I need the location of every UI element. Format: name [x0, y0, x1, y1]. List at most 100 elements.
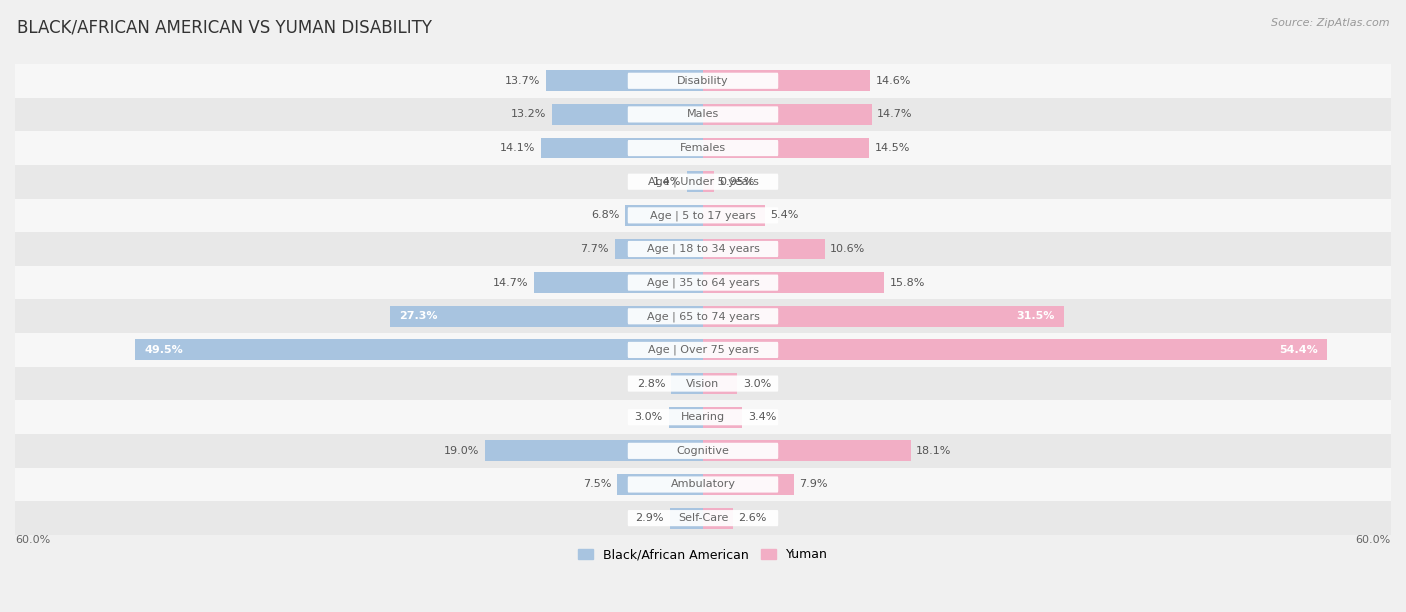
Text: Age | Under 5 years: Age | Under 5 years — [648, 176, 758, 187]
Bar — [15, 434, 1391, 468]
Bar — [15, 64, 1391, 97]
Text: 7.9%: 7.9% — [800, 479, 828, 490]
Text: Hearing: Hearing — [681, 412, 725, 422]
Bar — [15, 97, 1391, 131]
FancyBboxPatch shape — [627, 510, 779, 526]
Bar — [541, 138, 703, 159]
Text: 13.7%: 13.7% — [505, 76, 540, 86]
Text: 60.0%: 60.0% — [1355, 535, 1391, 545]
Text: 1.4%: 1.4% — [652, 177, 682, 187]
Bar — [617, 474, 703, 495]
Bar — [15, 367, 1391, 400]
Text: Males: Males — [688, 110, 718, 119]
Bar — [688, 171, 703, 192]
Text: 54.4%: 54.4% — [1279, 345, 1317, 355]
Text: Females: Females — [681, 143, 725, 153]
Text: 2.6%: 2.6% — [738, 513, 766, 523]
Text: Age | 5 to 17 years: Age | 5 to 17 years — [650, 210, 756, 220]
Bar — [703, 373, 737, 394]
Legend: Black/African American, Yuman: Black/African American, Yuman — [572, 543, 834, 566]
Text: 31.5%: 31.5% — [1017, 312, 1054, 321]
Bar — [703, 407, 742, 428]
Bar — [703, 205, 765, 226]
Text: BLACK/AFRICAN AMERICAN VS YUMAN DISABILITY: BLACK/AFRICAN AMERICAN VS YUMAN DISABILI… — [17, 18, 432, 36]
Bar — [703, 306, 1064, 327]
FancyBboxPatch shape — [627, 73, 779, 89]
Text: 14.7%: 14.7% — [877, 110, 912, 119]
Text: Age | 18 to 34 years: Age | 18 to 34 years — [647, 244, 759, 254]
Text: Age | Over 75 years: Age | Over 75 years — [648, 345, 758, 355]
Text: 49.5%: 49.5% — [145, 345, 183, 355]
Bar — [703, 474, 793, 495]
Text: 14.5%: 14.5% — [875, 143, 910, 153]
Text: 14.6%: 14.6% — [876, 76, 911, 86]
Bar — [15, 232, 1391, 266]
Text: 7.7%: 7.7% — [581, 244, 609, 254]
Text: Vision: Vision — [686, 379, 720, 389]
Bar — [703, 104, 872, 125]
Bar — [15, 299, 1391, 333]
FancyBboxPatch shape — [627, 106, 779, 122]
Bar — [15, 131, 1391, 165]
FancyBboxPatch shape — [627, 241, 779, 257]
Bar — [135, 340, 703, 360]
Text: 14.7%: 14.7% — [494, 278, 529, 288]
Bar — [703, 70, 870, 91]
Bar — [703, 340, 1327, 360]
Text: Ambulatory: Ambulatory — [671, 479, 735, 490]
Text: 60.0%: 60.0% — [15, 535, 51, 545]
FancyBboxPatch shape — [627, 174, 779, 190]
Text: 0.95%: 0.95% — [720, 177, 755, 187]
FancyBboxPatch shape — [627, 342, 779, 358]
Bar — [534, 272, 703, 293]
Bar — [15, 266, 1391, 299]
Bar — [669, 508, 703, 529]
Text: 6.8%: 6.8% — [591, 211, 619, 220]
Text: Source: ZipAtlas.com: Source: ZipAtlas.com — [1271, 18, 1389, 28]
Bar — [703, 239, 824, 259]
Bar — [703, 138, 869, 159]
FancyBboxPatch shape — [627, 476, 779, 493]
Bar — [703, 171, 714, 192]
FancyBboxPatch shape — [627, 442, 779, 459]
Bar — [614, 239, 703, 259]
Text: 2.8%: 2.8% — [637, 379, 665, 389]
Bar — [15, 501, 1391, 535]
Bar — [671, 373, 703, 394]
Bar — [15, 165, 1391, 198]
Bar — [15, 333, 1391, 367]
FancyBboxPatch shape — [627, 207, 779, 223]
Text: 14.1%: 14.1% — [501, 143, 536, 153]
Text: 18.1%: 18.1% — [917, 446, 952, 456]
Text: 7.5%: 7.5% — [583, 479, 612, 490]
Bar — [626, 205, 703, 226]
Text: 2.9%: 2.9% — [636, 513, 664, 523]
Text: 19.0%: 19.0% — [444, 446, 479, 456]
Text: 3.4%: 3.4% — [748, 412, 776, 422]
Bar — [15, 198, 1391, 232]
Bar — [15, 468, 1391, 501]
Text: 5.4%: 5.4% — [770, 211, 799, 220]
Bar — [389, 306, 703, 327]
Bar — [485, 441, 703, 461]
Bar — [15, 400, 1391, 434]
Text: Cognitive: Cognitive — [676, 446, 730, 456]
FancyBboxPatch shape — [627, 409, 779, 425]
Text: Age | 35 to 64 years: Age | 35 to 64 years — [647, 277, 759, 288]
Text: 3.0%: 3.0% — [744, 379, 772, 389]
FancyBboxPatch shape — [627, 376, 779, 392]
Text: 15.8%: 15.8% — [890, 278, 925, 288]
Text: 13.2%: 13.2% — [510, 110, 546, 119]
Text: 3.0%: 3.0% — [634, 412, 662, 422]
Text: 10.6%: 10.6% — [831, 244, 866, 254]
Bar — [703, 508, 733, 529]
FancyBboxPatch shape — [627, 140, 779, 156]
Bar — [669, 407, 703, 428]
Text: Disability: Disability — [678, 76, 728, 86]
Text: Age | 65 to 74 years: Age | 65 to 74 years — [647, 311, 759, 321]
FancyBboxPatch shape — [627, 308, 779, 324]
FancyBboxPatch shape — [627, 275, 779, 291]
Bar — [551, 104, 703, 125]
Bar — [703, 441, 911, 461]
Text: Self-Care: Self-Care — [678, 513, 728, 523]
